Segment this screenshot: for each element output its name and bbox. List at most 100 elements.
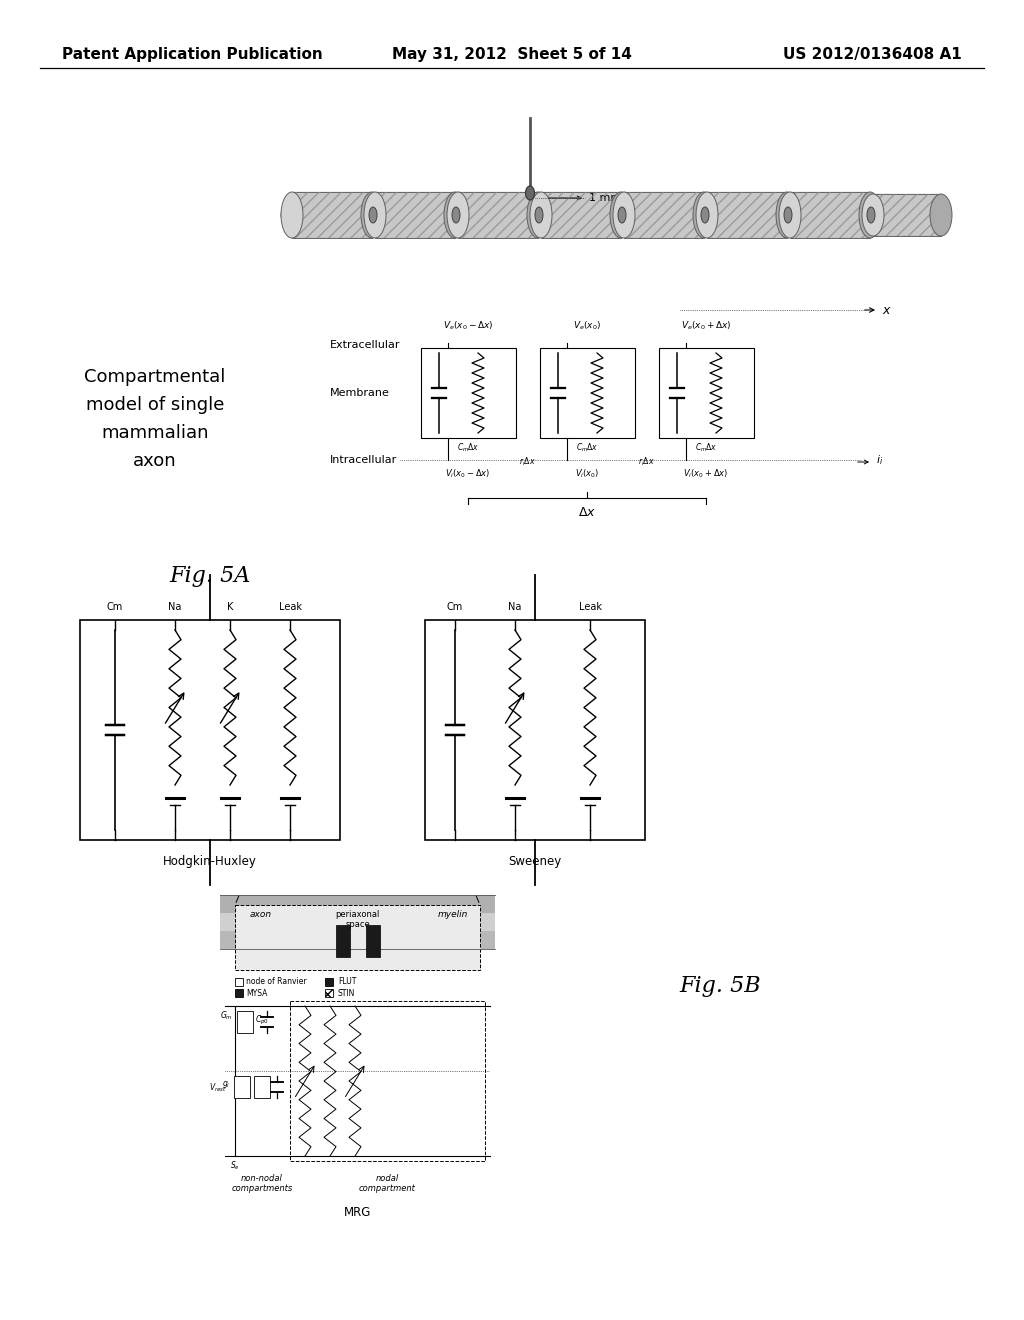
- Text: $g_i$: $g_i$: [221, 1078, 230, 1090]
- Ellipse shape: [610, 191, 632, 238]
- Bar: [234, 1076, 250, 1098]
- Text: $V_e(x_0-\Delta x)$: $V_e(x_0-\Delta x)$: [442, 319, 494, 333]
- Text: Compartmental: Compartmental: [84, 368, 225, 385]
- Ellipse shape: [862, 194, 884, 236]
- Text: 1 mm: 1 mm: [589, 193, 622, 203]
- Text: Cm: Cm: [106, 602, 123, 612]
- Ellipse shape: [930, 194, 952, 236]
- Text: $V_i(x_0-\Delta x)$: $V_i(x_0-\Delta x)$: [445, 469, 490, 480]
- Text: $r_i\Delta x$: $r_i\Delta x$: [638, 455, 654, 469]
- Text: $V_i(x_0)$: $V_i(x_0)$: [574, 469, 599, 480]
- Text: Fig. 5B: Fig. 5B: [679, 975, 761, 997]
- Text: Sweeney: Sweeney: [508, 855, 561, 869]
- Bar: [336, 925, 349, 957]
- Bar: [790, 191, 870, 238]
- Ellipse shape: [530, 191, 552, 238]
- Bar: [80, 620, 340, 840]
- Bar: [624, 191, 705, 238]
- Text: $r_i\Delta x$: $r_i\Delta x$: [519, 455, 536, 469]
- Bar: [254, 1076, 270, 1098]
- Bar: [375, 191, 455, 238]
- Bar: [290, 1001, 485, 1162]
- Bar: [220, 931, 495, 949]
- Bar: [425, 620, 645, 840]
- Bar: [292, 191, 372, 238]
- Text: $V_{rest}$: $V_{rest}$: [209, 1081, 227, 1093]
- Text: model of single: model of single: [86, 396, 224, 414]
- Text: periaxonal
space: periaxonal space: [335, 909, 380, 929]
- Text: US 2012/0136408 A1: US 2012/0136408 A1: [783, 48, 962, 62]
- Text: Hodgkin-Huxley: Hodgkin-Huxley: [163, 855, 257, 869]
- Text: $C_{p0}$: $C_{p0}$: [255, 1014, 269, 1027]
- Bar: [421, 348, 515, 438]
- Text: May 31, 2012  Sheet 5 of 14: May 31, 2012 Sheet 5 of 14: [392, 48, 632, 62]
- Ellipse shape: [776, 191, 798, 238]
- Ellipse shape: [931, 206, 949, 224]
- Text: $G_m$: $G_m$: [220, 1008, 233, 1022]
- Text: $S_e$: $S_e$: [230, 1159, 240, 1172]
- Bar: [366, 925, 380, 957]
- Text: node of Ranvier: node of Ranvier: [246, 978, 306, 986]
- Ellipse shape: [693, 191, 715, 238]
- Bar: [873, 194, 941, 236]
- Text: axon: axon: [250, 909, 272, 919]
- Ellipse shape: [452, 207, 460, 223]
- Ellipse shape: [779, 191, 801, 238]
- Ellipse shape: [867, 207, 874, 223]
- Bar: [325, 978, 333, 986]
- Bar: [220, 895, 495, 913]
- Text: Leak: Leak: [579, 602, 601, 612]
- Ellipse shape: [364, 191, 386, 238]
- Bar: [873, 194, 941, 236]
- Text: myelin: myelin: [437, 909, 468, 919]
- Ellipse shape: [361, 191, 383, 238]
- Bar: [658, 348, 754, 438]
- Bar: [541, 191, 621, 238]
- Text: $V_e(x_0+\Delta x)$: $V_e(x_0+\Delta x)$: [681, 319, 731, 333]
- Ellipse shape: [696, 191, 718, 238]
- Bar: [375, 191, 455, 238]
- Text: FLUT: FLUT: [338, 978, 356, 986]
- Text: MRG: MRG: [344, 1206, 371, 1218]
- Text: Na: Na: [508, 602, 521, 612]
- Text: Extracellular: Extracellular: [330, 341, 400, 350]
- Text: $V_i(x_0+\Delta x)$: $V_i(x_0+\Delta x)$: [683, 469, 729, 480]
- Bar: [540, 348, 635, 438]
- Text: Leak: Leak: [279, 602, 301, 612]
- Ellipse shape: [613, 191, 635, 238]
- Bar: [458, 191, 538, 238]
- Text: axon: axon: [133, 451, 177, 470]
- Bar: [234, 989, 243, 997]
- Ellipse shape: [859, 191, 881, 238]
- Text: mammalian: mammalian: [101, 424, 209, 442]
- Text: $C_m\Delta x$: $C_m\Delta x$: [457, 442, 479, 454]
- Text: $V_e(x_0)$: $V_e(x_0)$: [573, 319, 601, 333]
- Text: Membrane: Membrane: [330, 388, 390, 399]
- Bar: [458, 191, 538, 238]
- Bar: [237, 1011, 253, 1034]
- Text: K: K: [226, 602, 233, 612]
- Text: Fig. 5A: Fig. 5A: [169, 565, 251, 587]
- Text: $\Delta x$: $\Delta x$: [578, 506, 596, 519]
- Text: $i_i$: $i_i$: [876, 453, 884, 467]
- Bar: [325, 989, 333, 997]
- Ellipse shape: [281, 191, 303, 238]
- Bar: [220, 913, 495, 931]
- Text: Patent Application Publication: Patent Application Publication: [62, 48, 323, 62]
- Text: x: x: [882, 304, 890, 317]
- Text: Intracellular: Intracellular: [330, 455, 397, 465]
- Ellipse shape: [784, 207, 792, 223]
- Text: STIN: STIN: [338, 989, 355, 998]
- Bar: [624, 191, 705, 238]
- Text: Cm: Cm: [446, 602, 463, 612]
- Ellipse shape: [444, 191, 466, 238]
- Bar: [234, 978, 243, 986]
- Text: nodal
compartment: nodal compartment: [359, 1173, 416, 1193]
- Text: non-nodal
compartments: non-nodal compartments: [231, 1173, 293, 1193]
- Ellipse shape: [527, 191, 549, 238]
- Text: $C_m\Delta x$: $C_m\Delta x$: [575, 442, 598, 454]
- Text: Na: Na: [168, 602, 181, 612]
- Bar: [707, 191, 787, 238]
- Text: $C_m\Delta x$: $C_m\Delta x$: [694, 442, 717, 454]
- Ellipse shape: [535, 207, 543, 223]
